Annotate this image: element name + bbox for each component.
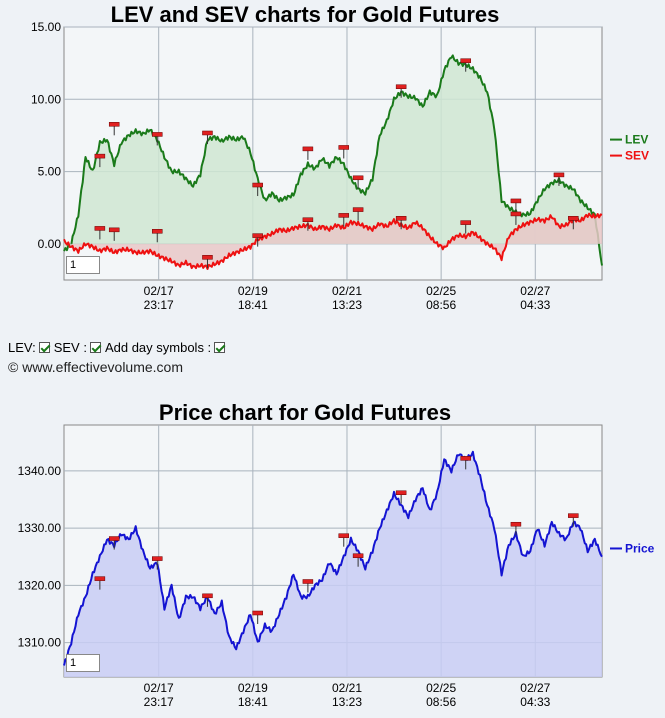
day-symbol-flag <box>338 213 350 218</box>
series-area-price <box>64 451 602 677</box>
day-symbol-flag <box>202 255 213 260</box>
day-symbol-flag <box>460 58 471 63</box>
day-symbol-flag <box>352 553 364 558</box>
day-symbol-flag <box>252 610 263 616</box>
day-symbol-flag <box>510 521 522 527</box>
day-symbol-flag <box>302 579 314 584</box>
day-symbol-flag <box>395 216 407 221</box>
x-tick-date: 02/17 <box>144 681 174 695</box>
x-tick-date: 02/21 <box>332 681 362 695</box>
day-symbol-flag <box>510 211 522 217</box>
plot-area <box>63 424 603 678</box>
day-symbol-flag <box>553 172 565 178</box>
x-tick-time: 08:56 <box>426 298 456 312</box>
day-symbol-flag <box>94 153 106 159</box>
series-line-price <box>63 450 603 666</box>
x-tick-time: 23:17 <box>144 298 174 312</box>
sev-checkbox[interactable] <box>89 342 101 353</box>
day-symbol-flag <box>108 122 120 127</box>
day-symbol-flag <box>152 132 163 137</box>
x-tick-time: 13:23 <box>332 298 362 312</box>
day-symbol-flag <box>94 576 106 581</box>
x-tick-time: 13:23 <box>332 695 362 709</box>
day-symbol-flag <box>338 533 350 538</box>
chart-title: LEV and SEV charts for Gold Futures <box>111 2 500 27</box>
day-symbols-toggle-label: Add day symbols : <box>104 340 212 355</box>
day-symbol-flag <box>94 226 106 231</box>
copyright-text: © www.effectivevolume.com <box>8 359 184 375</box>
series-line-sev <box>63 212 603 270</box>
zoom-input[interactable]: 1 <box>66 256 100 274</box>
day-symbol-flag <box>108 536 120 541</box>
x-tick-time: 08:56 <box>426 695 456 709</box>
sev-toggle-label: SEV : <box>53 340 87 355</box>
day-symbol-flag <box>338 145 350 150</box>
y-tick-label: 1310.00 <box>18 636 62 650</box>
x-tick-time: 23:17 <box>144 695 174 709</box>
day-symbol-flag <box>352 207 364 212</box>
x-tick-time: 18:41 <box>238 695 268 709</box>
day-symbol-flag <box>460 456 471 461</box>
zoom-input[interactable]: 1 <box>66 654 100 672</box>
day-symbol-flag <box>302 217 314 222</box>
day-symbol-flag <box>252 233 263 238</box>
day-symbol-flag <box>395 490 407 495</box>
x-tick-time: 18:41 <box>238 298 268 312</box>
grid <box>64 425 602 677</box>
y-axis: 1340.00 1330.00 1320.00 1310.00 <box>18 464 62 650</box>
day-symbol-flag <box>252 182 263 188</box>
lev-toggle-label: LEV: <box>8 340 36 355</box>
y-tick-label: 1320.00 <box>18 578 62 592</box>
y-tick-label: 5.00 <box>38 165 62 179</box>
x-tick-date: 02/19 <box>238 284 268 298</box>
x-tick-date: 02/27 <box>520 681 550 695</box>
day-symbol-flag <box>352 175 364 181</box>
x-tick-date: 02/25 <box>426 284 456 298</box>
legend: Price <box>610 541 655 555</box>
day-symbol-flag <box>152 229 163 234</box>
legend-label-sev: SEV <box>625 149 649 163</box>
series-toggles: LEV: SEV : Add day symbols : <box>8 340 229 355</box>
lev-checkbox[interactable] <box>38 342 50 353</box>
x-tick-time: 04:33 <box>520 298 550 312</box>
x-tick-date: 02/21 <box>332 284 362 298</box>
day-symbol-flag <box>460 220 471 225</box>
lev-sev-chart: LEV and SEV charts for Gold Futures 15.0… <box>31 2 649 312</box>
y-tick-label: 10.00 <box>31 92 61 106</box>
y-axis: 15.00 10.00 5.00 0.00 <box>31 20 61 251</box>
x-tick-date: 02/17 <box>144 284 174 298</box>
day-symbol-flag <box>510 198 522 204</box>
day-symbol-flag <box>202 130 213 136</box>
chart-title: Price chart for Gold Futures <box>159 400 451 425</box>
y-tick-label: 0.00 <box>38 237 62 251</box>
day-symbol-flag <box>108 227 120 233</box>
day-symbol-flag <box>568 216 579 221</box>
series-area-sev <box>64 213 602 269</box>
legend: LEV SEV <box>610 133 649 163</box>
day-symbol-flag <box>152 556 163 561</box>
series-layer <box>63 450 603 677</box>
x-tick-date: 02/25 <box>426 681 456 695</box>
y-tick-label: 1340.00 <box>18 464 62 478</box>
day-symbols <box>94 58 579 269</box>
day-symbol-flag <box>302 146 314 152</box>
y-tick-label: 1330.00 <box>18 521 62 535</box>
x-tick-date: 02/19 <box>238 681 268 695</box>
legend-label-lev: LEV <box>625 133 648 147</box>
day-symbol-flag <box>568 513 579 518</box>
x-tick-time: 04:33 <box>520 695 550 709</box>
legend-label-price: Price <box>625 541 655 555</box>
y-tick-label: 15.00 <box>31 20 61 34</box>
day-symbol-flag <box>202 593 213 599</box>
series-area-lev <box>64 55 602 266</box>
day-symbol-flag <box>395 84 407 89</box>
day-symbols-checkbox[interactable] <box>214 342 226 353</box>
x-tick-date: 02/27 <box>520 284 550 298</box>
day-symbols <box>94 456 579 624</box>
